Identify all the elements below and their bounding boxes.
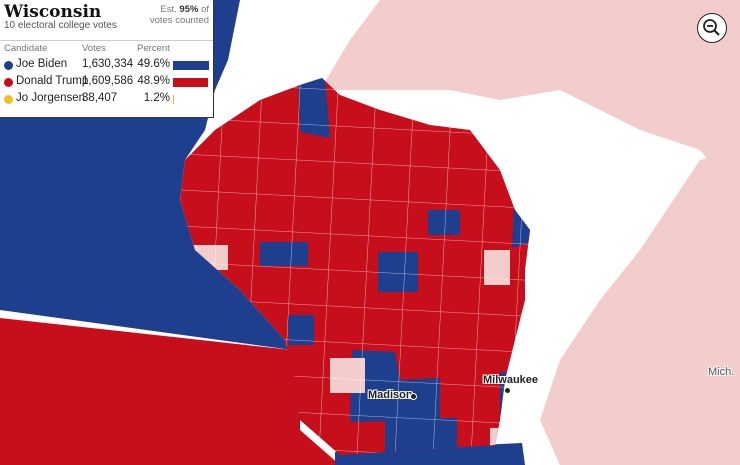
candidate-row: Donald Trump 1,609,586 48.9% — [0, 74, 213, 91]
table-header: Candidate Votes Percent — [0, 40, 213, 55]
votes-counted-estimate: Est. 95% of votes counted — [149, 4, 209, 26]
city-label-milwaukee: Milwaukee — [483, 374, 539, 386]
state-label-michigan: Mich. — [708, 366, 735, 378]
party-dot — [4, 61, 13, 70]
percent-bar — [173, 78, 209, 87]
percent-bar — [173, 95, 174, 104]
candidate-row: Joe Biden 1,630,334 49.6% — [0, 57, 213, 74]
candidate-name: Jo Jorgensen — [16, 92, 86, 104]
header-candidate: Candidate — [4, 43, 48, 54]
zoom-out-icon — [703, 19, 720, 36]
candidate-percent: 1.2% — [143, 92, 170, 104]
candidate-row: Jo Jorgensen 38,407 1.2% — [0, 91, 213, 108]
city-marker-milwaukee — [504, 387, 511, 394]
city-marker-madison — [410, 393, 417, 400]
candidate-name: Donald Trump — [16, 75, 89, 87]
candidate-name: Joe Biden — [16, 58, 68, 70]
iowa — [0, 318, 340, 465]
header-percent: Percent — [137, 43, 170, 54]
state-title: Wisconsin — [4, 2, 102, 22]
candidate-votes: 1,630,334 — [82, 58, 134, 70]
candidate-percent: 48.9% — [137, 75, 170, 87]
electoral-votes: 10 electoral college votes — [4, 20, 117, 31]
candidate-votes: 1,609,586 — [82, 75, 134, 87]
party-dot — [4, 95, 13, 104]
candidate-votes: 38,407 — [82, 92, 118, 104]
candidate-percent: 49.6% — [137, 58, 170, 70]
zoom-out-button[interactable] — [697, 13, 727, 43]
results-panel: Wisconsin 10 electoral college votes Est… — [0, 0, 214, 118]
city-label-madison: Madison — [368, 389, 413, 401]
michigan-upper — [320, 0, 740, 200]
illinois — [335, 443, 525, 465]
percent-bar — [173, 61, 209, 70]
header-votes: Votes — [82, 43, 106, 54]
michigan-lower — [540, 150, 740, 465]
party-dot — [4, 78, 13, 87]
